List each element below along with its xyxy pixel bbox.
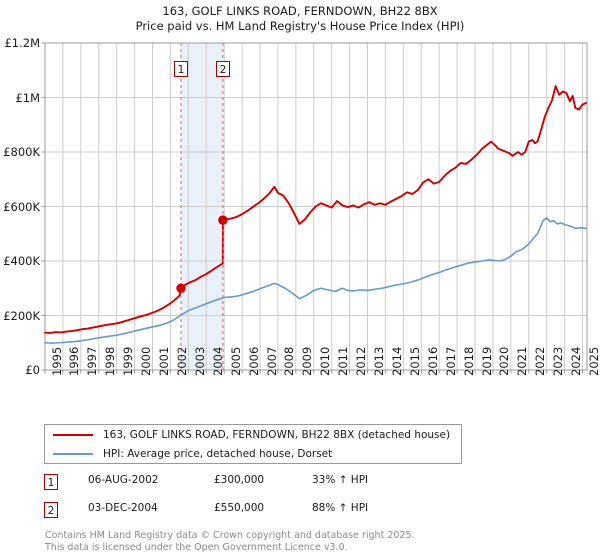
footer-attribution: Contains HM Land Registry data © Crown c… [45, 530, 565, 553]
legend-swatch-property [53, 433, 93, 436]
transaction-index-badge: 2 [44, 502, 58, 518]
transactions-table: 1 06-AUG-2002 £300,000 33% ↑ HPI 2 03-DEC-200… [44, 472, 474, 528]
x-axis-tick-label: 2022 [533, 346, 548, 376]
x-axis-tick-label: 2015 [407, 346, 422, 376]
transaction-price: £300,000 [214, 474, 265, 486]
x-axis-tick-label: 1999 [121, 346, 136, 376]
x-axis-tick-label: 2025 [587, 346, 600, 376]
page-title: 163, GOLF LINKS ROAD, FERNDOWN, BH22 8BX [162, 4, 438, 18]
x-axis-tick-label: 1996 [67, 346, 82, 376]
y-axis-tick-label: £1.2M [4, 36, 40, 50]
y-axis-tick-label: £600K [3, 199, 40, 214]
legend-swatch-hpi [53, 452, 93, 455]
x-axis-tick-label: 2020 [497, 346, 512, 376]
x-axis-tick-label: 1995 [49, 346, 64, 376]
transaction-price: £550,000 [214, 502, 265, 514]
event-marker-1[interactable]: 1 [173, 61, 188, 77]
x-axis-tick-label: 2019 [479, 346, 494, 376]
x-axis-tick-label: 2014 [389, 346, 404, 376]
x-axis-tick-label: 2010 [318, 346, 333, 376]
transaction-date: 03-DEC-2004 [88, 502, 158, 514]
page-subtitle: Price paid vs. HM Land Registry's House … [135, 19, 465, 33]
y-axis-tick-label: £0 [25, 363, 40, 377]
x-axis-tick-label: 2024 [569, 346, 584, 376]
x-axis-tick-label: 2006 [246, 346, 261, 376]
legend-item: HPI: Average price, detached house, Dors… [45, 444, 461, 463]
transaction-index-badge: 1 [44, 474, 58, 490]
x-axis-tick-label: 2017 [443, 346, 458, 376]
x-axis-tick-label: 2018 [461, 346, 476, 376]
x-axis-tick-label: 2012 [354, 346, 369, 376]
legend-item-label: HPI: Average price, detached house, Dors… [103, 447, 333, 460]
legend-item: 163, GOLF LINKS ROAD, FERNDOWN, BH22 8BX… [45, 425, 461, 444]
transaction-date: 06-AUG-2002 [88, 474, 159, 486]
x-axis-tick-label: 1997 [85, 346, 100, 376]
x-axis-tick-label: 2001 [157, 346, 171, 376]
y-axis-tick-label: £800K [3, 145, 40, 159]
x-axis-tick-label: 2005 [228, 346, 243, 376]
x-axis-tick-label: 2023 [551, 346, 566, 376]
table-row[interactable]: 2 03-DEC-2004 £550,000 88% ↑ HPI [44, 500, 474, 528]
x-axis-tick-label: 2008 [282, 346, 297, 376]
x-axis-tick-label: 2003 [192, 346, 207, 376]
x-axis-tick-label: 2002 [174, 346, 189, 376]
chart-title-block: 163, GOLF LINKS ROAD, FERNDOWN, BH22 8BX… [0, 4, 600, 34]
y-axis-tick-label: £400K [3, 254, 40, 268]
x-axis-tick-label: 2000 [139, 346, 154, 376]
x-axis-tick-label: 2011 [336, 346, 351, 376]
footer-line-2: This data is licensed under the Open Gov… [45, 541, 348, 553]
legend-item-label: 163, GOLF LINKS ROAD, FERNDOWN, BH22 8BX… [103, 428, 451, 441]
table-row[interactable]: 1 06-AUG-2002 £300,000 33% ↑ HPI [44, 472, 474, 500]
x-axis-tick-label: 2021 [515, 346, 530, 376]
y-axis-tick-label: £200K [3, 308, 40, 323]
x-axis-tick-label: 2016 [425, 346, 440, 376]
chart-plot-area: £0 £200K £400K £600K £800K £1M £1.2M 1995 1996 19… [3, 36, 600, 377]
x-axis-tick-label: 2007 [264, 346, 279, 376]
x-axis-tick-label: 2004 [210, 346, 225, 376]
y-axis-tick-label: £1M [15, 90, 40, 105]
x-axis-tick-label: 2013 [372, 346, 386, 376]
footer-line-1: Contains HM Land Registry data © Crown c… [45, 530, 415, 541]
chart-svg [41, 42, 588, 374]
chart-legend: 163, GOLF LINKS ROAD, FERNDOWN, BH22 8BX… [44, 424, 462, 464]
transaction-hpi-delta: 33% ↑ HPI [312, 474, 369, 486]
transaction-hpi-delta: 88% ↑ HPI [312, 502, 369, 514]
event-marker-2[interactable]: 2 [215, 61, 230, 77]
x-axis-tick-label: 2009 [300, 346, 315, 376]
x-axis-tick-label: 1998 [103, 346, 118, 376]
